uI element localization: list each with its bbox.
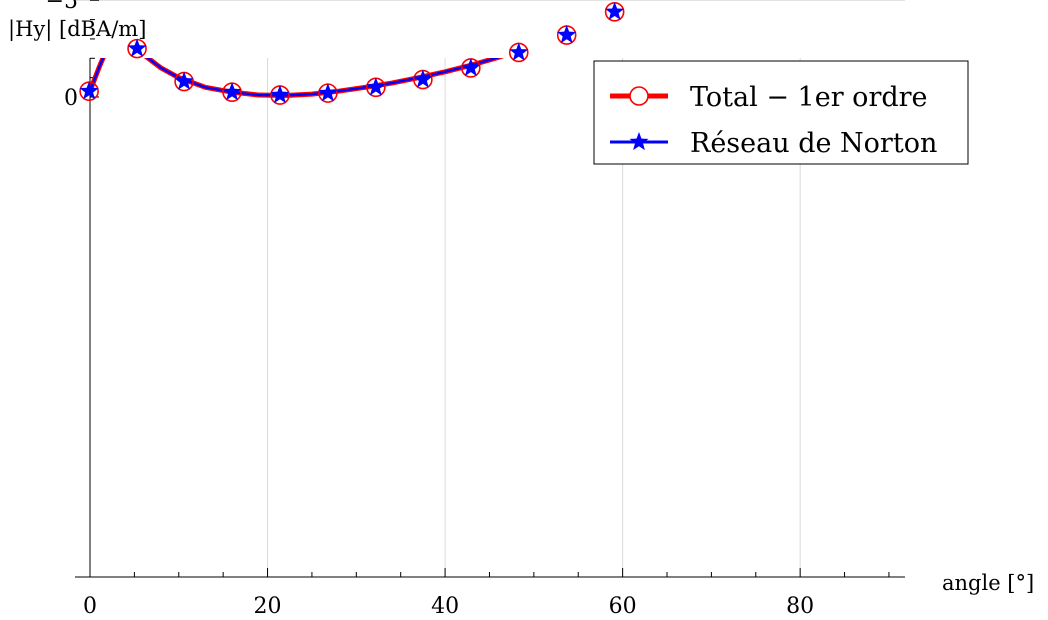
legend-label-total: Total − 1er ordre (690, 82, 928, 113)
norton-marker (366, 77, 386, 96)
x-tick-label: 0 (83, 594, 97, 619)
x-tick-label: 20 (254, 594, 282, 619)
x-tick-label: 80 (786, 594, 814, 619)
norton-marker (222, 82, 242, 101)
legend: Total − 1er ordre Réseau de Norton (593, 60, 969, 165)
y-tick-label: −5 (46, 0, 78, 14)
legend-box (593, 60, 969, 165)
norton-marker (127, 38, 147, 57)
norton-marker (461, 57, 481, 77)
norton-marker (174, 71, 194, 90)
legend-swatch-marker-total (629, 86, 649, 106)
norton-marker (605, 1, 625, 20)
y-tick-label: 0 (64, 86, 78, 111)
norton-marker (270, 85, 290, 104)
x-tick-label: 40 (431, 594, 459, 619)
y-axis-title: |Hy| [dBA/m] (8, 17, 146, 42)
x-tick-label: 60 (609, 594, 637, 619)
norton-marker (509, 42, 529, 61)
norton-marker (557, 25, 577, 44)
legend-label-norton: Réseau de Norton (690, 128, 937, 159)
legend-swatch-marker-norton (629, 132, 649, 151)
x-axis-title: angle [°] (942, 571, 1034, 595)
norton-marker (318, 83, 338, 102)
marker-layer (79, 1, 625, 105)
norton-marker (413, 69, 433, 88)
norton-marker (79, 81, 99, 100)
